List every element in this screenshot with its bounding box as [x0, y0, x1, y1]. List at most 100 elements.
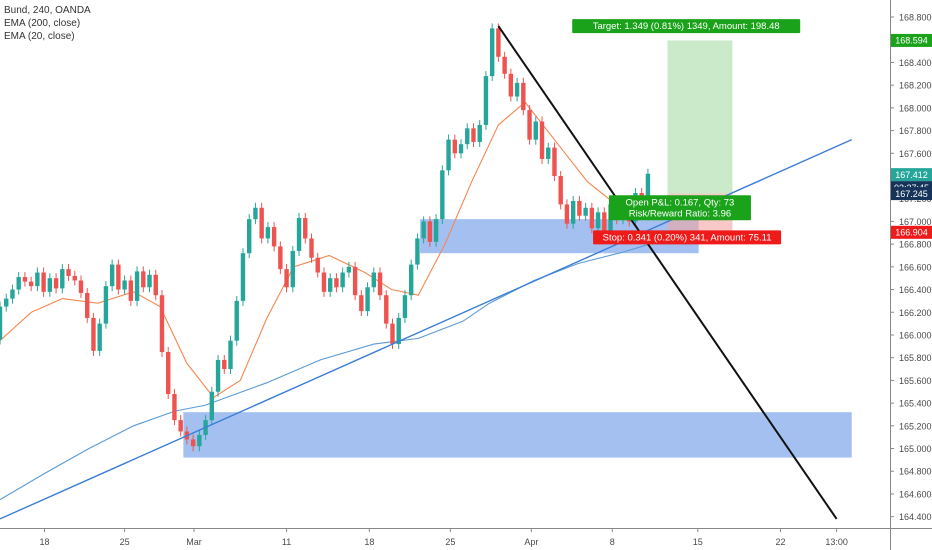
candle-body [377, 272, 383, 296]
candle-body [91, 317, 96, 351]
candle-body [508, 73, 514, 97]
x-tick-label: 11 [282, 537, 291, 547]
price-badge-entry-bg [891, 187, 932, 201]
candle-body [402, 295, 408, 318]
candle-body [440, 170, 445, 220]
stop-label-text: Stop: 0.341 (0.20%) 341, Amount: 75.11 [603, 232, 772, 243]
candle-body [41, 272, 46, 292]
candle-body [265, 227, 271, 239]
x-tick-label: Mar [186, 537, 202, 547]
y-tick-label: 168.200 [899, 81, 932, 91]
target-label-box [572, 19, 801, 34]
stop-label-box [593, 230, 782, 245]
candle-body [446, 139, 451, 171]
y-tick-label: 166.600 [899, 262, 932, 272]
price-badge-stop-bg [891, 225, 932, 239]
y-tick-label: 167.000 [899, 217, 932, 227]
candle-body [4, 298, 9, 307]
candle-body [190, 439, 196, 447]
legend-symbol[interactable]: Bund, 240, OANDA [4, 5, 91, 16]
price-badge-target-bg [891, 33, 932, 47]
candle-body [16, 277, 21, 290]
candle-body [577, 200, 582, 216]
y-tick-label: 165.400 [899, 399, 932, 409]
y-tick-label: 166.800 [899, 240, 932, 250]
candle-body [496, 28, 501, 57]
x-tick-label: 18 [39, 537, 49, 547]
candle-body [303, 218, 308, 239]
candle-body [35, 272, 40, 287]
candle-body [465, 128, 470, 145]
candle-body [22, 277, 28, 282]
candle-body [278, 246, 283, 270]
candle-body [552, 147, 557, 176]
candle-body [296, 218, 302, 251]
open-pl-label-text: Open P&L: 0.167, Qty: 73 [626, 197, 735, 208]
candle-body [109, 264, 115, 287]
candle-body [452, 139, 457, 154]
candle-body [147, 274, 152, 288]
candle-body [0, 306, 3, 340]
candle-body [489, 28, 495, 77]
candle-body [602, 212, 607, 231]
candle-body [197, 434, 202, 447]
ema20-line [0, 101, 650, 399]
candle-body [539, 121, 545, 159]
x-tick-label: 8 [610, 537, 615, 547]
candle-body [570, 200, 576, 224]
x-tick-label: 25 [120, 537, 130, 547]
x-tick-label: 25 [445, 537, 455, 547]
candle-body [558, 176, 563, 205]
candle-body [253, 207, 258, 220]
candle-body [290, 250, 296, 288]
y-tick-label: 165.800 [899, 353, 932, 363]
candle-body [471, 128, 476, 142]
candle-body [390, 323, 395, 345]
y-tick-label: 164.600 [899, 489, 932, 499]
candle-body [284, 269, 289, 288]
candle-body [172, 394, 177, 421]
candle-body [47, 278, 53, 292]
candle-body [346, 266, 352, 273]
candle-body [315, 257, 320, 273]
candle-body [66, 269, 71, 276]
candle-body [271, 227, 277, 247]
candle-body [415, 238, 420, 265]
candle-body [10, 289, 15, 299]
candle-body [215, 359, 221, 392]
candle-body [141, 271, 146, 288]
zone-2 [183, 412, 852, 458]
y-tick-label: 165.000 [899, 444, 932, 454]
candle-body [483, 76, 489, 125]
price-badge-last-bg [891, 168, 932, 182]
y-tick-label: 165.600 [899, 376, 932, 386]
price-badge-stop: 166.904 [895, 228, 928, 238]
candle-body [259, 207, 264, 239]
y-tick-label: 168.000 [899, 103, 932, 113]
candle-body [222, 359, 227, 370]
candle-body [321, 272, 327, 292]
candle-body [247, 219, 252, 254]
y-tick-label: 167.600 [899, 149, 932, 159]
legend-ema20[interactable]: EMA (20, close) [4, 31, 75, 42]
candle-body [527, 110, 532, 140]
candle-body [327, 278, 333, 292]
legend-ema200[interactable]: EMA (200, close) [4, 18, 81, 29]
candle-body [103, 286, 109, 324]
candle-body [116, 264, 121, 290]
y-tick-label: 168.400 [899, 58, 932, 68]
candle-body [521, 82, 526, 111]
y-tick-label: 168.800 [899, 13, 932, 23]
y-tick-label: 166.000 [899, 330, 932, 340]
x-tick-label: Apr [524, 537, 538, 547]
candle-body [477, 124, 482, 142]
candle-body [28, 281, 34, 287]
candle-body [427, 221, 433, 242]
candle-body [166, 352, 171, 395]
candle-body [78, 280, 84, 293]
candle-body [53, 278, 59, 289]
candle-body [564, 204, 570, 224]
x-tick-label: 13:00 [825, 537, 848, 547]
